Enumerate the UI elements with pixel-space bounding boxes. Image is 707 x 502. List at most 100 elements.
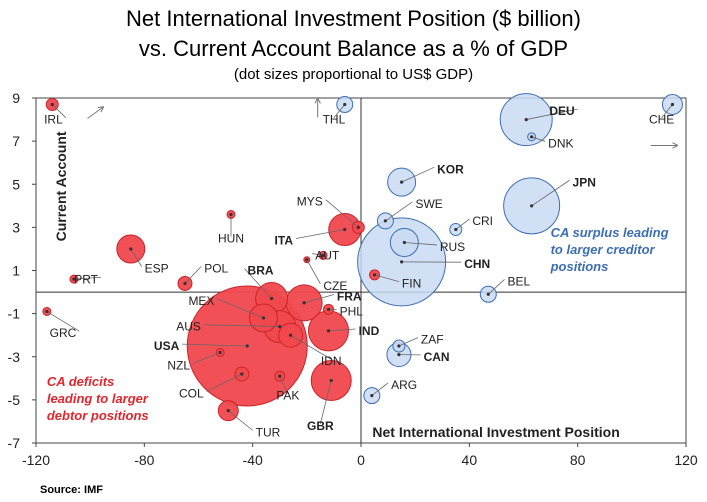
label-kor: KOR	[437, 162, 464, 176]
y-tick-label: 9	[12, 90, 20, 106]
label-fra: FRA	[337, 290, 362, 304]
center-dot-nzl	[218, 350, 222, 355]
leader-pak	[279, 375, 289, 394]
label-pol: POL	[204, 262, 228, 276]
x-tick-label: -40	[243, 452, 263, 468]
label-tur: TUR	[256, 425, 281, 439]
center-dot-can	[397, 352, 401, 357]
annotation-deficit-line: leading to larger	[47, 391, 149, 406]
leader-usa	[182, 343, 248, 347]
center-dot-thl	[343, 102, 347, 107]
leader-col	[206, 373, 243, 392]
label-rus: RUS	[440, 240, 465, 254]
off-scale-arrow-irl-head	[97, 106, 105, 113]
label-jpn: JPN	[573, 175, 596, 189]
label-cze: CZE	[323, 279, 347, 293]
label-swe: SWE	[415, 197, 442, 211]
annotation-deficit-line: CA deficits	[47, 374, 114, 389]
leader-gbr	[319, 380, 332, 425]
center-dot-prt	[72, 277, 76, 281]
y-tick-label: -3	[8, 349, 21, 365]
off-scale-arrow-che-head	[672, 142, 679, 149]
leader-tur	[228, 410, 253, 431]
leader-idn	[290, 334, 332, 360]
center-dot-aut	[321, 253, 325, 258]
center-dot-idn	[288, 333, 293, 337]
center-dot-cri	[454, 227, 458, 232]
label-gbr: GBR	[307, 419, 334, 433]
center-dot-swe	[383, 219, 387, 223]
center-dot-aus	[278, 324, 282, 329]
center-dot-irl	[50, 102, 54, 107]
y-tick-label: 1	[12, 263, 20, 279]
label-aut: AUT	[315, 249, 340, 263]
x-axis-label: Net International Investment Position	[372, 424, 619, 440]
center-dot-phl	[326, 307, 331, 311]
center-dot-zaf	[397, 344, 401, 348]
leader-arg	[371, 382, 389, 396]
leader-thl	[333, 104, 346, 118]
chart-subtitle: (dot sizes proportional to US$ GDP)	[233, 66, 474, 83]
x-tick-label: -80	[134, 452, 154, 468]
center-dot-gbr	[329, 378, 333, 383]
off-scale-arrow-irl	[87, 106, 105, 119]
center-dot-esp	[129, 247, 133, 251]
annotation-surplus-line: CA surplus leading	[551, 225, 669, 240]
x-tick-label: 80	[570, 452, 586, 468]
center-dot-fra	[302, 301, 306, 305]
y-axis-label: Current Account	[53, 131, 69, 241]
leader-aus	[203, 324, 280, 327]
leader-deu	[526, 108, 578, 120]
annotation-deficit-line: debtor positions	[47, 408, 149, 423]
leader-jpn	[531, 179, 570, 207]
center-dot-chn	[400, 260, 404, 264]
leader-rus	[404, 242, 437, 246]
label-zaf: ZAF	[421, 333, 444, 347]
x-tick-label: -120	[22, 452, 50, 468]
label-aus: AUS	[176, 320, 201, 334]
label-deu: DEU	[549, 104, 574, 118]
leader-prt	[73, 276, 102, 280]
annotation-surplus-line: to larger creditor	[551, 242, 656, 257]
leader-swe	[385, 201, 413, 222]
label-pak: PAK	[276, 389, 299, 403]
y-tick-label: 5	[12, 176, 20, 192]
center-dot-ind	[326, 329, 331, 333]
label-hun: HUN	[218, 231, 244, 245]
leader-zaf	[398, 337, 419, 347]
y-tick-label: 3	[12, 219, 20, 235]
leader-bel	[488, 279, 505, 295]
annotation-surplus-line: positions	[550, 259, 609, 274]
center-dot-jpn	[530, 204, 534, 208]
label-fin: FIN	[402, 277, 421, 291]
center-dot-bra	[270, 296, 274, 301]
center-dot-grc	[45, 309, 49, 314]
center-dot-che	[670, 102, 675, 107]
y-tick-label: -5	[8, 392, 21, 408]
center-dot-usa	[245, 344, 249, 348]
center-dot-mex	[261, 316, 266, 320]
leader-dnk	[531, 136, 546, 142]
label-idn: IDN	[321, 354, 342, 368]
center-dot-cze	[305, 258, 309, 262]
leader-esp	[130, 248, 142, 267]
leader-grc	[46, 311, 80, 332]
label-col: COL	[179, 387, 204, 401]
label-nzl: NZL	[167, 359, 190, 373]
leader-fin	[374, 274, 400, 282]
label-arg: ARG	[391, 378, 417, 392]
leader-ita	[295, 229, 345, 239]
leader-mys	[325, 199, 359, 228]
label-ita: ITA	[275, 233, 294, 247]
leader-che	[661, 104, 673, 118]
x-tick-label: 40	[462, 452, 478, 468]
off-scale-arrow-thl-head	[314, 97, 321, 104]
center-dot-deu	[524, 117, 528, 122]
label-prt: PRT	[74, 272, 98, 286]
label-thl: THL	[323, 113, 346, 127]
leader-cri	[455, 218, 470, 230]
center-dot-tur	[226, 409, 230, 413]
leader-kor	[401, 166, 435, 183]
center-dot-kor	[400, 180, 404, 184]
